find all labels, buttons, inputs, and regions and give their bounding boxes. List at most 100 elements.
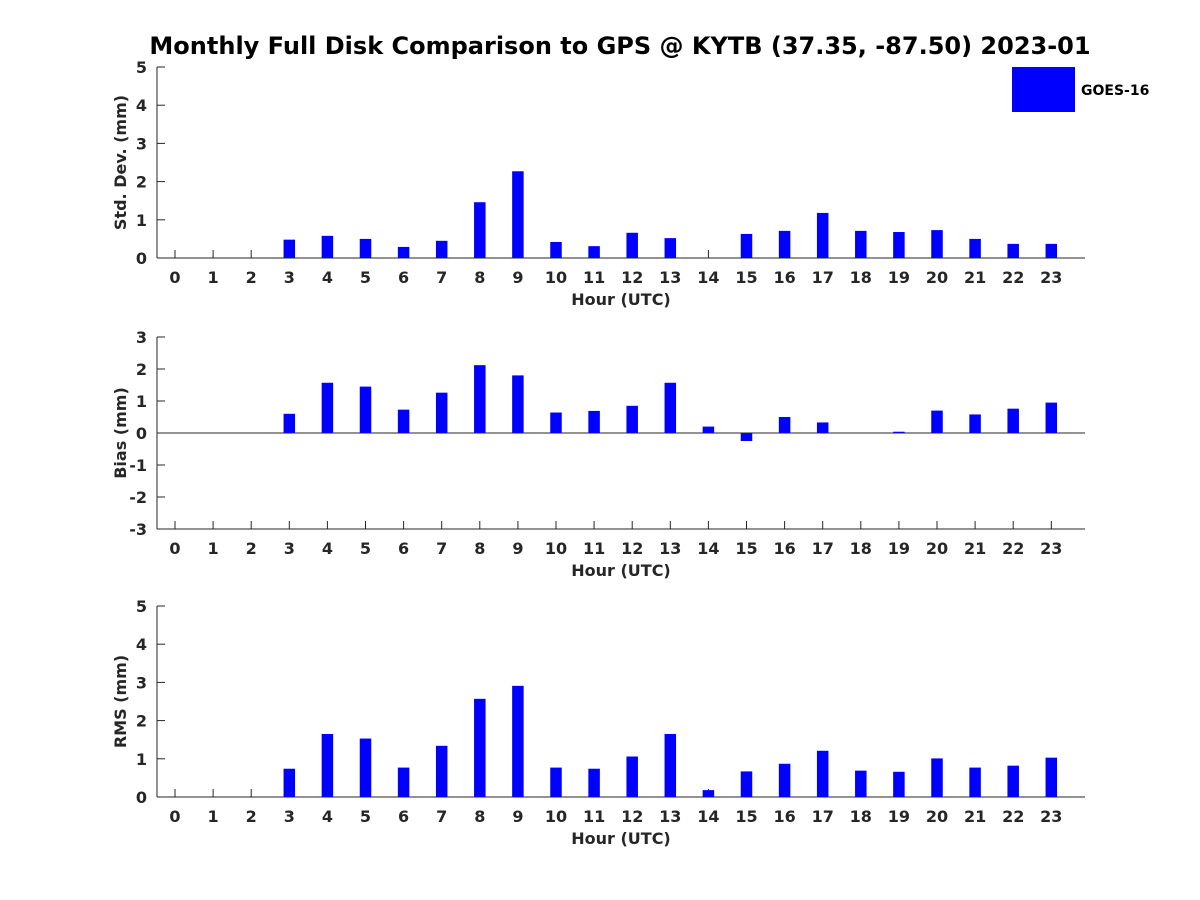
y-axis-label: RMS (mm) <box>111 655 130 748</box>
x-tick-label: 10 <box>545 268 567 287</box>
bar-hour-5 <box>359 238 372 258</box>
bar-hour-9 <box>512 375 524 433</box>
bar-hour-4 <box>321 235 334 258</box>
x-axis-label: Hour (UTC) <box>571 829 671 848</box>
x-tick-label: 22 <box>1002 539 1024 558</box>
bar-hour-16 <box>778 763 791 797</box>
bar-hour-14 <box>702 790 715 797</box>
y-tick-label: 4 <box>136 635 147 654</box>
bar-hour-10 <box>550 767 562 797</box>
x-tick-label: 2 <box>246 539 257 558</box>
x-tick-label: 11 <box>583 807 605 826</box>
y-tick-label: 0 <box>136 249 147 268</box>
chart-title: Monthly Full Disk Comparison to GPS @ KY… <box>149 32 1090 60</box>
y-tick-label: 1 <box>136 392 147 411</box>
bar-hour-10 <box>550 241 562 258</box>
y-axis-label: Bias (mm) <box>111 387 130 479</box>
y-tick-label: 2 <box>136 360 147 379</box>
x-tick-label: 1 <box>208 539 219 558</box>
bar-hour-19 <box>893 431 905 433</box>
bar-hour-15 <box>740 433 753 441</box>
bar-hour-11 <box>588 410 600 433</box>
x-tick-label: 19 <box>888 807 910 826</box>
x-axis-label: Hour (UTC) <box>571 561 671 580</box>
x-tick-label: 18 <box>850 807 872 826</box>
x-tick-label: 14 <box>697 539 719 558</box>
x-tick-label: 14 <box>697 268 719 287</box>
x-tick-label: 5 <box>360 539 371 558</box>
x-tick-label: 6 <box>398 807 409 826</box>
bar-hour-20 <box>931 758 943 797</box>
bar-hour-22 <box>1007 243 1019 258</box>
bar-hour-15 <box>740 233 753 258</box>
y-tick-label: 2 <box>136 173 147 192</box>
bar-hour-18 <box>855 230 867 258</box>
bar-hour-16 <box>778 230 791 258</box>
bar-hour-13 <box>664 382 677 433</box>
bar-hour-12 <box>626 405 638 433</box>
bar-hour-22 <box>1007 765 1019 797</box>
x-tick-label: 14 <box>697 807 719 826</box>
bar-hour-3 <box>283 768 296 797</box>
x-tick-label: 22 <box>1002 268 1024 287</box>
x-tick-label: 11 <box>583 268 605 287</box>
x-tick-label: 11 <box>583 539 605 558</box>
bar-hour-4 <box>321 733 334 797</box>
x-tick-label: 12 <box>621 268 643 287</box>
bar-hour-5 <box>359 386 372 433</box>
x-tick-label: 8 <box>474 268 485 287</box>
y-tick-label: 4 <box>136 96 147 115</box>
x-tick-label: 8 <box>474 539 485 558</box>
x-axis-label: Hour (UTC) <box>571 290 671 309</box>
bar-hour-10 <box>550 412 562 433</box>
x-tick-label: 3 <box>284 539 295 558</box>
x-tick-label: 21 <box>964 539 986 558</box>
bar-hour-7 <box>435 745 448 797</box>
x-tick-label: 13 <box>659 268 681 287</box>
x-tick-label: 2 <box>246 268 257 287</box>
bar-hour-15 <box>740 771 753 797</box>
bar-hour-8 <box>474 202 486 258</box>
x-tick-label: 0 <box>169 807 180 826</box>
x-tick-label: 13 <box>659 539 681 558</box>
bar-hour-12 <box>626 232 638 258</box>
y-tick-label: 5 <box>136 58 147 77</box>
y-tick-label: 0 <box>136 788 147 807</box>
bar-hour-13 <box>664 238 677 258</box>
x-tick-label: 19 <box>888 539 910 558</box>
x-tick-label: 4 <box>322 539 333 558</box>
x-tick-label: 6 <box>398 268 409 287</box>
x-tick-label: 0 <box>169 268 180 287</box>
x-tick-label: 9 <box>512 807 523 826</box>
bar-hour-11 <box>588 246 600 258</box>
x-tick-label: 1 <box>208 807 219 826</box>
x-tick-label: 1 <box>208 268 219 287</box>
x-tick-label: 5 <box>360 268 371 287</box>
bar-hour-14 <box>702 426 715 433</box>
x-tick-label: 13 <box>659 807 681 826</box>
x-tick-label: 23 <box>1040 807 1062 826</box>
x-tick-label: 3 <box>284 807 295 826</box>
x-tick-label: 17 <box>812 807 834 826</box>
x-tick-label: 16 <box>773 268 795 287</box>
bar-hour-21 <box>969 414 981 433</box>
legend-swatch <box>1012 67 1075 112</box>
y-tick-label: 3 <box>136 673 147 692</box>
bar-hour-4 <box>321 382 334 433</box>
x-tick-label: 23 <box>1040 268 1062 287</box>
x-tick-label: 9 <box>512 539 523 558</box>
bar-hour-21 <box>969 767 981 797</box>
bar-hour-9 <box>512 171 524 258</box>
x-tick-label: 18 <box>850 268 872 287</box>
x-tick-label: 4 <box>322 807 333 826</box>
bar-hour-23 <box>1045 402 1058 433</box>
bar-hour-20 <box>931 410 943 433</box>
y-axis-label: Std. Dev. (mm) <box>111 95 130 230</box>
x-tick-label: 20 <box>926 539 948 558</box>
bar-hour-7 <box>435 240 448 258</box>
bar-hour-13 <box>664 733 677 797</box>
x-tick-label: 12 <box>621 539 643 558</box>
